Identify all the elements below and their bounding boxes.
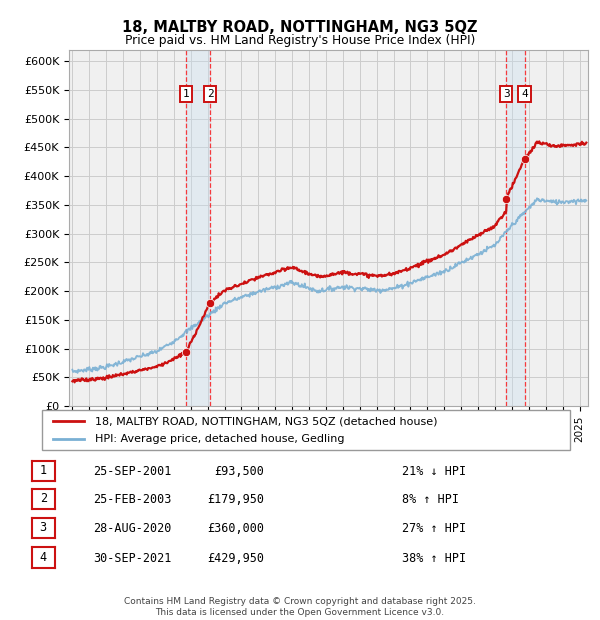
Text: 38% ↑ HPI: 38% ↑ HPI [402,552,466,564]
Text: 2: 2 [207,89,214,99]
Text: 27% ↑ HPI: 27% ↑ HPI [402,522,466,534]
Text: HPI: Average price, detached house, Gedling: HPI: Average price, detached house, Gedl… [95,433,344,443]
Text: £429,950: £429,950 [207,552,264,564]
Text: 28-AUG-2020: 28-AUG-2020 [93,522,172,534]
Bar [506,50,524,406]
Text: 30-SEP-2021: 30-SEP-2021 [93,552,172,564]
Text: 25-FEB-2003: 25-FEB-2003 [93,493,172,505]
Text: 18, MALTBY ROAD, NOTTINGHAM, NG3 5QZ (detached house): 18, MALTBY ROAD, NOTTINGHAM, NG3 5QZ (de… [95,417,437,427]
Text: 21% ↓ HPI: 21% ↓ HPI [402,465,466,477]
FancyBboxPatch shape [42,410,570,449]
Text: 2: 2 [40,492,47,505]
Text: £360,000: £360,000 [207,522,264,534]
Text: Contains HM Land Registry data © Crown copyright and database right 2025.
This d: Contains HM Land Registry data © Crown c… [124,598,476,617]
Text: 3: 3 [503,89,509,99]
Text: £93,500: £93,500 [214,465,264,477]
Bar [186,50,210,406]
Text: 4: 4 [521,89,528,99]
Text: 8% ↑ HPI: 8% ↑ HPI [402,493,459,505]
Text: Price paid vs. HM Land Registry's House Price Index (HPI): Price paid vs. HM Land Registry's House … [125,34,475,47]
Text: 18, MALTBY ROAD, NOTTINGHAM, NG3 5QZ: 18, MALTBY ROAD, NOTTINGHAM, NG3 5QZ [122,20,478,35]
Text: 4: 4 [40,551,47,564]
Text: £179,950: £179,950 [207,493,264,505]
Text: 1: 1 [40,464,47,477]
Text: 1: 1 [183,89,190,99]
Text: 3: 3 [40,521,47,534]
Text: 25-SEP-2001: 25-SEP-2001 [93,465,172,477]
